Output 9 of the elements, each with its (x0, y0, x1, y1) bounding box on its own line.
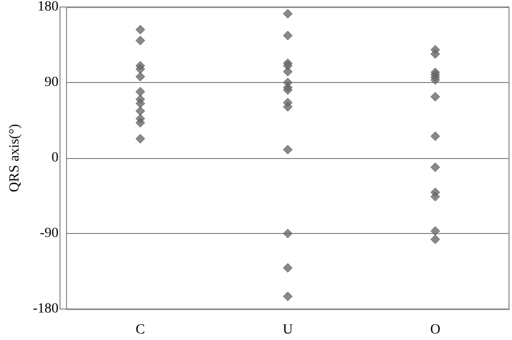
y-tick-label: 180 (38, 0, 59, 14)
x-tick-label: U (282, 322, 293, 338)
y-tick-label: -90 (40, 226, 59, 241)
y-axis-title: QRS axis(°) (8, 124, 22, 192)
x-tick-label: O (430, 322, 440, 338)
x-tick-label: C (136, 322, 145, 338)
y-tick-label: 0 (52, 150, 59, 166)
y-tick-label: 90 (44, 75, 59, 90)
y-tick-label: -180 (32, 302, 59, 316)
